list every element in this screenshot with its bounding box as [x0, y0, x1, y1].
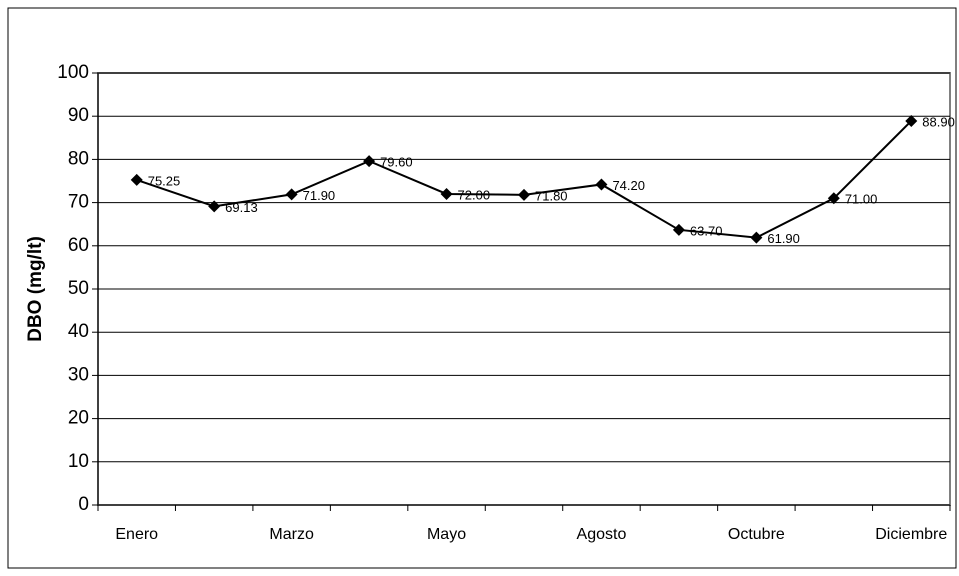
data-point: [518, 188, 530, 201]
data-point: [750, 231, 763, 244]
data-point: [285, 188, 298, 201]
data-label: 75.25: [148, 173, 181, 188]
data-label: 79.60: [380, 155, 413, 170]
data-point: [363, 155, 376, 168]
data-label: 61.90: [767, 231, 800, 246]
data-point: [440, 187, 453, 200]
y-tick-label: 50: [68, 278, 89, 299]
x-tick-label: Mayo: [427, 526, 466, 543]
y-tick-label: 0: [78, 494, 89, 515]
data-label: 74.20: [612, 178, 645, 193]
x-tick-label: Agosto: [577, 526, 627, 543]
y-tick-label: 100: [57, 62, 89, 83]
y-tick-label: 60: [68, 235, 89, 256]
x-tick-label: Octubre: [728, 526, 785, 543]
data-label: 69.13: [225, 200, 258, 215]
data-point: [905, 114, 918, 127]
data-label: 88.90: [922, 114, 955, 129]
data-label: 71.00: [845, 192, 878, 207]
data-point: [130, 173, 143, 186]
y-axis-label: DBO (mg/lt): [25, 236, 46, 342]
data-point: [672, 223, 685, 236]
data-point: [208, 200, 221, 213]
y-tick-label: 30: [68, 364, 89, 385]
x-tick-label: Enero: [115, 526, 158, 543]
y-tick-label: 80: [68, 148, 89, 169]
x-tick-label: Diciembre: [875, 526, 947, 543]
data-label: 71.80: [535, 188, 568, 203]
y-tick-label: 40: [68, 321, 89, 342]
y-tick-label: 10: [68, 451, 89, 472]
data-label: 63.70: [690, 223, 723, 238]
data-point: [595, 178, 608, 191]
y-tick-label: 70: [68, 192, 89, 213]
data-label: 71.90: [303, 188, 336, 203]
y-tick-label: 20: [68, 408, 89, 429]
x-tick-label: Marzo: [269, 526, 314, 543]
data-label: 72.00: [458, 187, 491, 202]
data-point: [827, 192, 840, 205]
y-tick-label: 90: [68, 105, 89, 126]
